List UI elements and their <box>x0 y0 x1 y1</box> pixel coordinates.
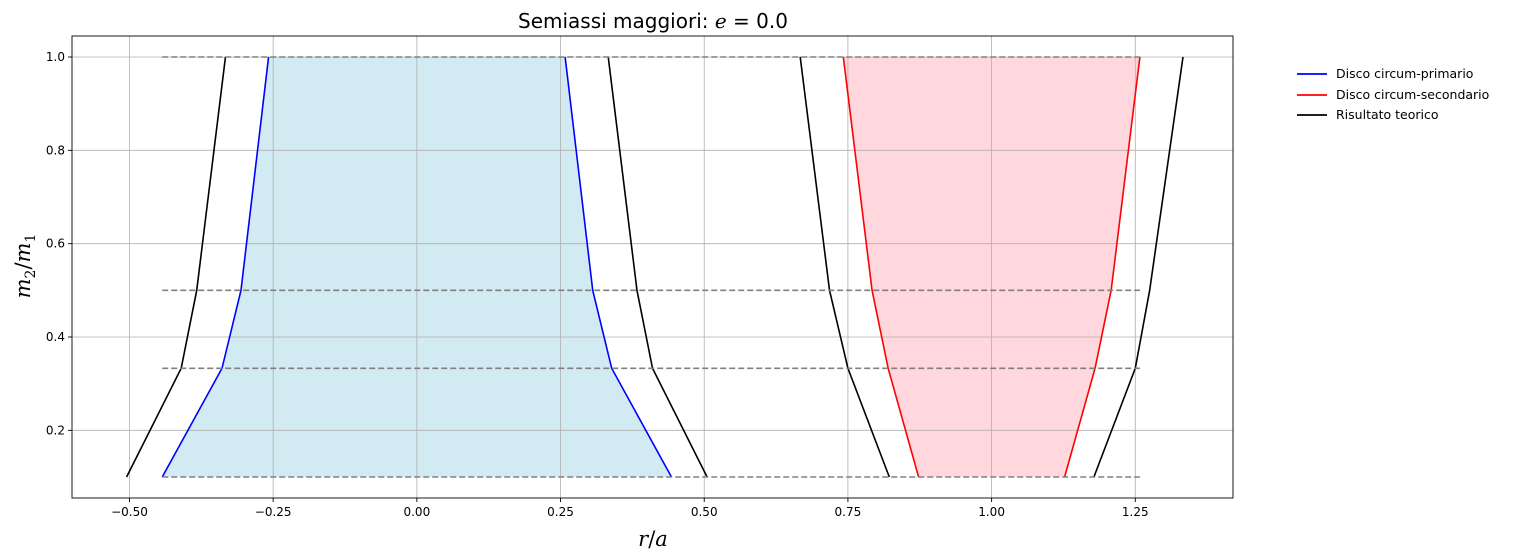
legend-label-primario: Disco circum-primario <box>1336 66 1473 81</box>
series-1-right-line <box>1063 56 1141 478</box>
legend-label-teorico: Risultato teorico <box>1336 107 1439 122</box>
series-2-line-0 <box>125 56 227 478</box>
axes-frame <box>71 35 1234 499</box>
y-axis-label: m2/m1 <box>11 234 39 299</box>
series-2-line-1 <box>607 56 708 478</box>
x-tick-label-7: 1.25 <box>1122 505 1149 519</box>
y-tick-label-4: 1.0 <box>46 50 65 64</box>
x-tick-label-3: 0.25 <box>547 505 574 519</box>
legend: Disco circum-primario Disco circum-secon… <box>1297 66 1489 122</box>
y-tick-label-1: 0.4 <box>46 330 65 344</box>
series-2-line-3 <box>1093 56 1184 478</box>
series-0-left-line <box>161 56 270 478</box>
y-tick-label-2: 0.6 <box>46 237 65 251</box>
series-1-left-line <box>842 56 920 478</box>
y-tick-label-0: 0.2 <box>46 423 65 437</box>
x-tick-label-0: −0.50 <box>111 505 148 519</box>
y-tick-label-3: 0.8 <box>46 143 65 157</box>
series-0-right-line <box>564 56 673 478</box>
x-tick-label-5: 0.75 <box>835 505 862 519</box>
plot-area: −0.50 −0.25 0.00 0.25 0.50 0.75 1.00 1.25 0.2 0.4… <box>46 35 1234 519</box>
x-tick-label-1: −0.25 <box>255 505 292 519</box>
series-2-line-2 <box>799 56 891 478</box>
x-tick-label-6: 1.00 <box>978 505 1005 519</box>
x-axis-label: r/a <box>638 527 668 551</box>
chart-title: Semiassi maggiori: e = 0.0 <box>518 9 788 33</box>
x-tick-label-2: 0.00 <box>403 505 430 519</box>
x-tick-label-4: 0.50 <box>691 505 718 519</box>
legend-label-secondario: Disco circum-secondario <box>1336 87 1489 102</box>
